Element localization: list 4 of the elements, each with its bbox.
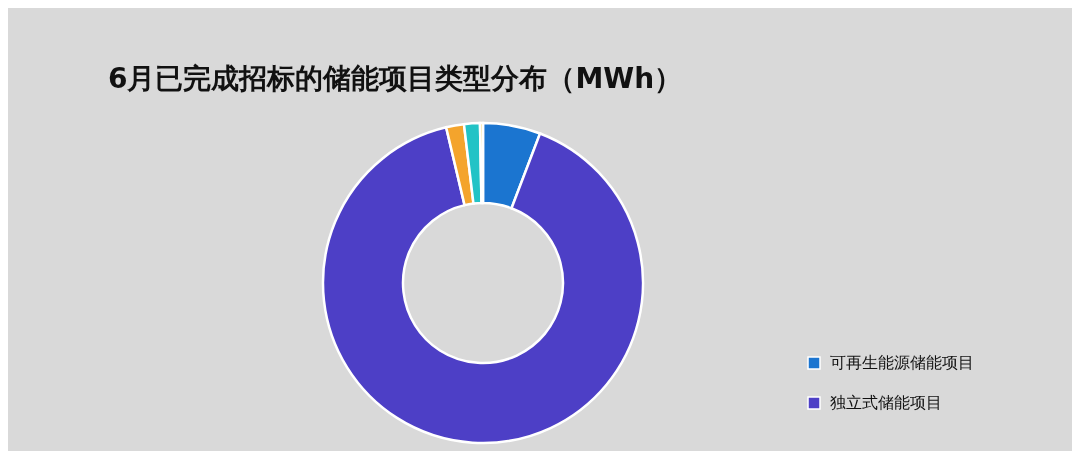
chart-title: 6月已完成招标的储能项目类型分布（MWh）: [108, 62, 683, 95]
legend-label: 独立式储能项目: [830, 393, 942, 412]
donut-slice: [321, 126, 645, 444]
legend-label: 可再生能源储能项目: [830, 353, 974, 372]
